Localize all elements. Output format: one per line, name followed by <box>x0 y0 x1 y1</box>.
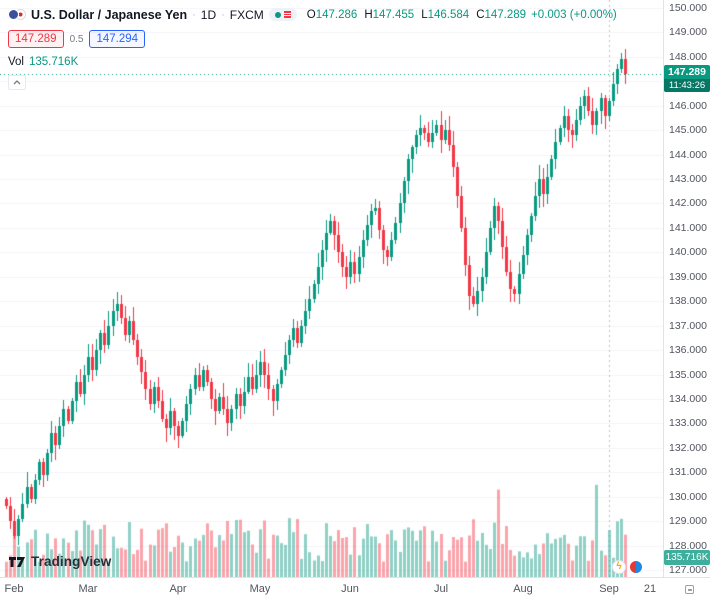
realtime-dot-icon <box>274 11 281 18</box>
us-flag-icon <box>8 8 19 20</box>
ohlc-readout: O147.286 H147.455 L146.584 C147.289 <box>307 9 526 21</box>
tradingview-brand-text: TradingView <box>31 553 112 569</box>
price-axis-label: 131.000 <box>669 466 707 479</box>
open-label: O <box>306 8 316 21</box>
time-axis-label: Sep <box>599 583 619 595</box>
chevron-up-icon <box>13 80 21 85</box>
price-axis-label: 139.000 <box>669 270 707 283</box>
time-axis-label: Feb <box>4 583 24 595</box>
price-axis-label: 141.000 <box>669 221 707 234</box>
symbol-status-pill[interactable] <box>268 8 297 21</box>
time-axis-label: Jun <box>341 583 359 595</box>
time-axis-label: 21 <box>643 583 657 595</box>
chart-legend: U.S. Dollar / Japanese Yen · 1D · FXCM O… <box>8 6 617 90</box>
legend-collapse-button[interactable] <box>8 75 26 90</box>
interval-label[interactable]: 1D <box>200 7 217 22</box>
symbol-title[interactable]: U.S. Dollar / Japanese Yen <box>31 7 188 22</box>
legend-collapse-row <box>8 75 617 90</box>
open-value: 147.286 <box>315 8 358 21</box>
time-axis-label: Apr <box>169 583 187 595</box>
price-axis-label: 130.000 <box>669 490 707 503</box>
price-axis-label: 135.000 <box>669 368 707 381</box>
volume-axis-tag: 135.716K <box>664 550 710 565</box>
price-axis-label: 138.000 <box>669 295 707 308</box>
quick-trade-lightning-icon[interactable]: ϟ <box>612 560 626 574</box>
price-axis-label: 140.000 <box>669 246 707 259</box>
change-value: +0.003 (+0.00%) <box>531 8 617 21</box>
price-axis-label: 144.000 <box>669 148 707 161</box>
price-axis-label: 149.000 <box>669 26 707 39</box>
broker-badge-icon[interactable] <box>629 560 643 574</box>
price-axis-label: 127.000 <box>669 564 707 576</box>
price-axis-label: 142.000 <box>669 197 707 210</box>
chart-corner-buttons: ϟ <box>612 560 643 574</box>
time-axis-label: May <box>249 583 271 595</box>
price-axis-label: 143.000 <box>669 173 707 186</box>
price-axis-label: 146.000 <box>669 99 707 112</box>
high-value: 147.455 <box>372 8 415 21</box>
price-axis-label: 145.000 <box>669 124 707 137</box>
price-axis-label: 148.000 <box>669 50 707 63</box>
high-label: H <box>364 8 373 21</box>
price-axis-label: 134.000 <box>669 392 707 405</box>
separator-dot: · <box>221 8 225 21</box>
close-value: 147.289 <box>484 8 527 21</box>
last-price-value: 147.289 <box>668 66 706 79</box>
tradingview-logo[interactable]: TradingView <box>8 552 111 570</box>
close-label: C <box>476 8 485 21</box>
separator-dot: · <box>192 8 196 21</box>
time-axis-label: Aug <box>513 583 533 595</box>
price-axis-label: 150.000 <box>669 2 707 14</box>
price-axis[interactable]: 147.289 11:43:26 135.716K 150.000 149.000… <box>663 0 710 577</box>
price-axis-label: 136.000 <box>669 344 707 357</box>
volume-label: Vol <box>8 56 24 68</box>
ask-price-button[interactable]: 147.294 <box>89 30 146 48</box>
legend-symbol-row[interactable]: U.S. Dollar / Japanese Yen · 1D · FXCM O… <box>8 6 617 23</box>
chart-plot-area: U.S. Dollar / Japanese Yen · 1D · FXCM O… <box>0 0 663 577</box>
time-axis[interactable]: Feb Mar Apr May Jun Jul Aug Sep 21 <box>0 577 710 600</box>
price-axis-label: 133.000 <box>669 417 707 430</box>
tradingview-mark-icon <box>9 557 25 567</box>
time-axis-label: Mar <box>78 583 98 595</box>
volume-value: 135.716K <box>29 56 79 68</box>
time-axis-label: Jul <box>433 583 449 595</box>
volume-legend-row[interactable]: Vol 135.716K <box>8 56 617 68</box>
symbol-pair-logo-icon <box>8 8 26 21</box>
price-axis-label: 137.000 <box>669 319 707 332</box>
price-axis-label: 128.000 <box>669 539 707 552</box>
last-price-tag: 147.289 11:43:26 <box>664 65 710 93</box>
list-icon <box>283 11 291 18</box>
low-label: L <box>421 8 428 21</box>
spread-value: 0.5 <box>69 33 84 45</box>
candlestick-chart-canvas[interactable] <box>0 0 663 577</box>
last-price-countdown: 11:43:26 <box>664 79 710 93</box>
exchange-label[interactable]: FXCM <box>229 7 264 22</box>
price-axis-label: 132.000 <box>669 441 707 454</box>
low-value: 146.584 <box>427 8 470 21</box>
bid-price-button[interactable]: 147.289 <box>8 30 64 48</box>
axis-settings-icon[interactable] <box>685 585 694 594</box>
price-axis-label: 129.000 <box>669 515 707 528</box>
bid-ask-widget: 147.289 0.5 147.294 <box>8 30 617 48</box>
